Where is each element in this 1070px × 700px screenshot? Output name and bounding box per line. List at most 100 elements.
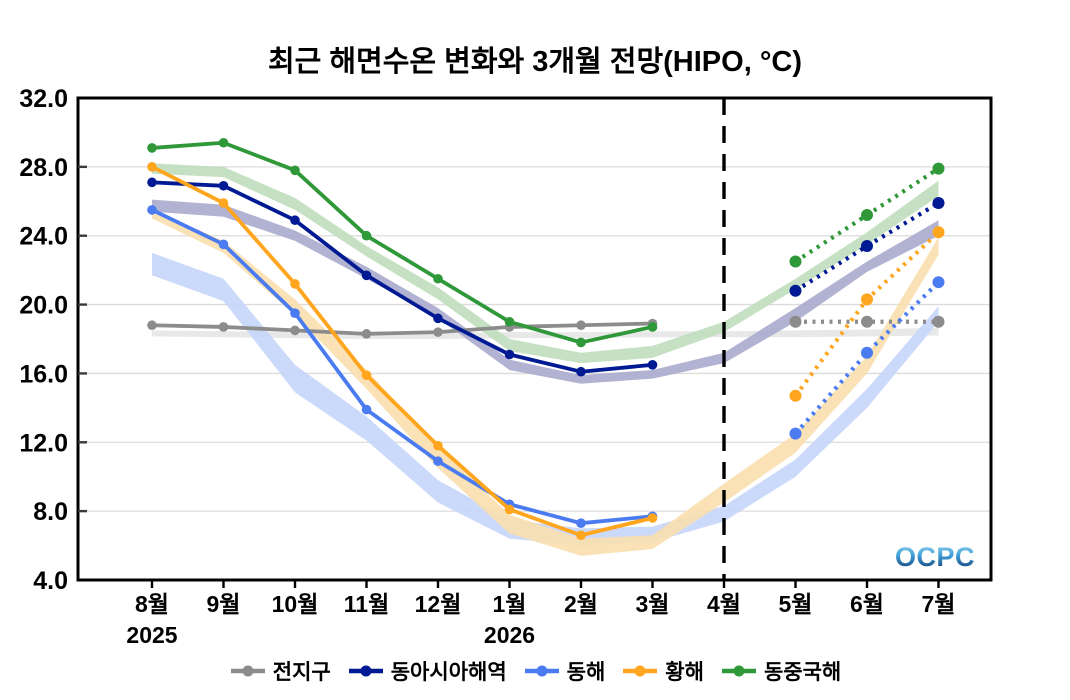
point-observed-east-asia-seas [218,180,229,191]
point-forecast-east-china-sea [932,162,945,175]
point-forecast-east-sea [789,427,802,440]
point-observed-east-sea [290,308,300,318]
line-observed-east-china-sea [150,140,655,345]
point-forecast-east-asia-seas [861,240,873,253]
series-east-china-sea [147,137,945,348]
y-tick-label: 4.0 [33,567,68,595]
legend-label-east-sea: 동해 [566,661,606,684]
legend-marker-east-asia-seas [360,665,372,677]
x-axis-labels: 8월 9월 10월 11월 12월 1월 2월 3월 4월 5월 6월 7월 2025 2026 [126,591,955,648]
legend-marker-global [242,665,254,677]
band-east-sea [152,252,939,546]
point-observed-east-china-sea [433,273,443,284]
legend-label-east-asia-seas: 동아시아해역 [390,661,507,684]
point-forecast-global [789,315,802,328]
legend-marker-yellow-sea [634,665,646,677]
point-forecast-east-sea [932,276,945,289]
point-observed-global [290,325,300,336]
x-tick-label: 4월 [707,591,741,617]
line-observed-yellow-sea [150,164,655,538]
y-axis-labels: 4.0 8.0 12.0 16.0 20.0 24.0 28.0 32.0 [19,85,68,595]
legend-item-east-china-sea: 동중국해 [720,656,841,686]
point-forecast-east-china-sea [789,255,802,268]
y-tick-label: 20.0 [19,292,68,320]
legend-swatch-east-asia-seas [348,665,383,677]
point-observed-east-asia-seas [147,177,157,188]
point-observed-east-china-sea [147,143,157,153]
point-forecast-yellow-sea [861,293,873,306]
x-tick-label: 7월 [922,591,956,617]
legend-swatch-east-china-sea [721,665,756,677]
legend-marker-east-sea [536,665,548,677]
y-tick-label: 16.0 [19,360,68,388]
point-observed-east-china-sea [647,322,658,332]
line-observed-east-sea [150,207,655,526]
x-tick-label: 10월 [272,591,319,617]
point-forecast-global [932,315,945,328]
y-tick-label: 32.0 [19,85,68,113]
y-tick-label: 8.0 [33,498,68,526]
point-forecast-global [861,315,873,328]
line-observed-global [150,321,655,336]
point-observed-east-sea [361,404,372,415]
axis-ticks [78,165,940,588]
band-yellow-sea [152,209,939,556]
x-tick-label: 11월 [344,591,389,617]
legend-label-east-china-sea: 동중국해 [763,661,842,684]
point-observed-east-asia-seas [433,313,443,324]
series-east-sea [147,205,945,528]
point-observed-yellow-sea [147,162,157,172]
point-forecast-yellow-sea [932,226,945,239]
point-observed-global [218,322,229,332]
point-observed-yellow-sea [218,198,229,208]
x-tick-label: 5월 [779,591,813,617]
point-observed-east-china-sea [361,230,372,241]
point-observed-east-asia-seas [290,215,300,226]
x-tick-label: 6월 [850,591,884,617]
legend-marker-east-china-sea [733,665,745,677]
legend-swatch-global [230,665,265,677]
point-observed-east-asia-seas [647,360,658,370]
point-observed-yellow-sea [361,370,372,380]
legend-item-global: 전지구 [229,656,331,686]
point-observed-east-sea [218,239,229,250]
legend-item-east-asia-seas: 동아시아해역 [347,656,507,686]
legend-item-yellow-sea: 황해 [621,656,704,686]
point-observed-east-asia-seas [504,349,515,360]
series-east-asia-seas [147,177,945,377]
legend-swatch-yellow-sea [623,665,658,677]
point-observed-global [576,320,586,331]
gridlines [78,166,991,512]
x-tick-label: 3월 [636,591,670,617]
line-observed-east-asia-seas [150,180,655,374]
point-observed-yellow-sea [504,504,515,515]
point-forecast-east-asia-seas [789,284,802,297]
line-forecast-east-sea [793,280,940,436]
x-tick-label: 2월 [564,591,598,617]
point-observed-global [361,329,372,339]
x-year-label: 2026 [484,622,535,648]
legend-swatch-east-sea [524,665,559,677]
y-tick-label: 12.0 [19,429,68,457]
plot-frame [76,96,993,582]
band-east-asia-seas [152,199,939,384]
point-observed-east-china-sea [576,337,586,348]
chart-title: 최근 해면수온 변화와 3개월 전망(HIPO, °C) [267,46,803,78]
point-observed-east-china-sea [218,137,229,148]
point-forecast-east-sea [861,346,873,359]
point-observed-yellow-sea [647,513,658,523]
point-observed-east-china-sea [290,165,300,176]
x-tick-label: 12월 [415,591,462,617]
point-observed-global [147,320,157,331]
point-observed-yellow-sea [576,530,586,541]
y-tick-label: 28.0 [19,154,68,182]
point-forecast-yellow-sea [789,389,802,402]
point-observed-yellow-sea [433,440,443,451]
point-forecast-east-asia-seas [932,197,945,210]
ocpc-logo: OCPC [895,542,975,572]
legend-label-yellow-sea: 황해 [665,661,704,684]
x-year-label: 2025 [126,622,177,648]
x-tick-label: 1월 [493,591,527,617]
point-observed-east-sea [433,456,443,467]
